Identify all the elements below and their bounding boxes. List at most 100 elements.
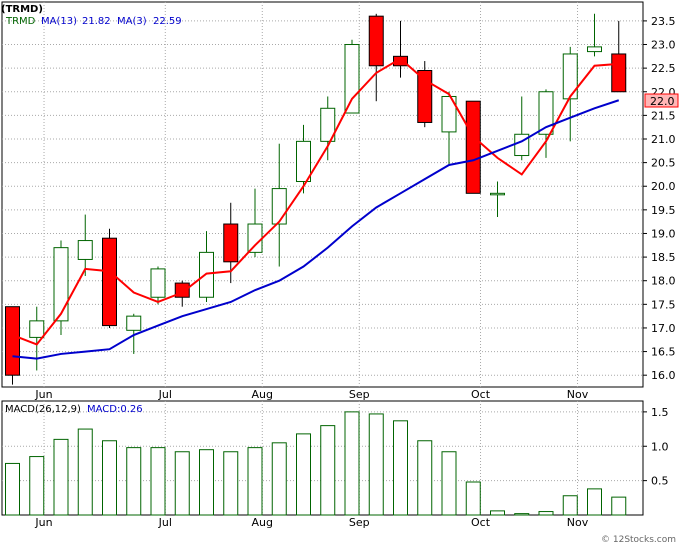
candle-body: [368, 15, 384, 67]
macd-bar: [611, 496, 627, 516]
price-tick-label: 17.5: [651, 298, 676, 311]
macd-bar: [441, 451, 457, 516]
macd-legend-label: MACD(26,12,9): [5, 404, 81, 415]
macd-bar: [587, 488, 602, 516]
x-axis-labels: Jun Jun Jul Jul Aug Aug Sep Sep Oct Oct Nov Nov: [34, 388, 588, 529]
price-month-label: Jul: [158, 388, 172, 401]
price-tick-label: 18.5: [651, 251, 676, 264]
macd-bar: [562, 495, 578, 516]
price-tick-label: 20.0: [651, 180, 676, 193]
candle-body: [320, 107, 336, 142]
price-tick-label: 17.0: [651, 322, 676, 335]
chart-title: (TRMD): [1, 4, 43, 15]
macd-legend-value: MACD:0.26: [87, 404, 143, 415]
macd-month-label: Jul: [158, 516, 172, 529]
price-month-label: Nov: [567, 388, 589, 401]
macd-bar: [102, 440, 117, 516]
macd-bar: [223, 451, 239, 516]
macd-bar: [514, 513, 530, 516]
macd-bar: [296, 433, 311, 516]
macd-bar: [247, 447, 263, 516]
legend-ma3-label: MA(3): [117, 16, 147, 27]
macd-bars: [5, 411, 627, 516]
candle-body: [490, 192, 505, 196]
price-legend: TRMD MA(13) 21.82 MA(3) 22.59: [5, 16, 182, 27]
ma13-line: [12, 99, 620, 360]
price-y-axis: 16.0 16.5 17.0 17.5 18.0 18.5 19.0 19.5 20.0 20.5…: [643, 15, 676, 382]
macd-tick-label: 1.0: [651, 440, 669, 453]
macd-bar: [393, 420, 408, 516]
macd-month-label: Nov: [567, 516, 589, 529]
candle-body: [53, 247, 69, 322]
price-panel-frame: [1, 1, 644, 388]
price-tick-label: 18.0: [651, 275, 676, 288]
candle-body: [562, 53, 578, 100]
price-tick-label: 22.5: [651, 62, 676, 75]
candle-body: [465, 100, 481, 194]
macd-bar: [53, 438, 69, 516]
macd-bar: [5, 462, 20, 516]
legend-ma13-label: MA(13): [41, 16, 77, 27]
legend-ma3-value: 22.59: [153, 16, 182, 27]
price-tick-label: 23.5: [651, 15, 676, 28]
price-tick-label: 23.0: [651, 39, 676, 52]
price-tick-label: 16.0: [651, 369, 676, 382]
macd-bar: [417, 440, 433, 516]
macd-month-label: Aug: [252, 516, 273, 529]
macd-tick-label: 0.5: [651, 475, 669, 488]
legend-ma13-value: 21.82: [82, 16, 111, 27]
macd-bar: [77, 428, 93, 516]
price-month-label: Oct: [471, 388, 491, 401]
macd-month-label: Jun: [34, 516, 52, 529]
macd-bar: [538, 511, 554, 516]
price-tick-label: 16.5: [651, 346, 676, 359]
price-tick-label: 21.0: [651, 133, 676, 146]
macd-legend: MACD(26,12,9) MACD:0.26: [5, 404, 143, 415]
macd-bar: [126, 447, 142, 516]
macd-bar: [174, 451, 190, 516]
macd-bar: [490, 510, 505, 516]
candle-body: [102, 237, 117, 327]
macd-bar: [29, 456, 45, 516]
macd-bar: [344, 411, 360, 516]
candle-body: [223, 223, 239, 263]
price-tick-label: 19.5: [651, 204, 676, 217]
candle-body: [344, 44, 360, 114]
last-price-badge: [644, 93, 679, 108]
price-tick-label: 19.0: [651, 227, 676, 240]
price-month-label: Aug: [252, 388, 273, 401]
ma3-line: [12, 57, 619, 346]
candle-body: [150, 268, 166, 298]
candle-body: [393, 55, 408, 67]
candlesticks: [5, 13, 627, 385]
macd-tick-label: 1.5: [651, 406, 669, 419]
candle-body: [538, 91, 554, 135]
macd-y-axis: 0.5 1.0 1.5: [643, 406, 669, 488]
candle-body: [247, 223, 263, 253]
macd-bar: [271, 442, 287, 516]
macd-bar: [368, 413, 384, 516]
legend-ticker: TRMD: [5, 16, 36, 27]
macd-bar: [199, 449, 214, 516]
candle-body: [611, 53, 627, 93]
candle-body: [587, 46, 602, 53]
price-month-label: Jun: [34, 388, 52, 401]
macd-bar: [320, 425, 336, 516]
price-month-label: Sep: [349, 388, 370, 401]
macd-month-label: Sep: [349, 516, 370, 529]
last-price-label: 22.0: [650, 95, 675, 108]
candle-body: [296, 140, 311, 183]
price-gridlines: [2, 2, 643, 387]
candle-body: [441, 95, 457, 133]
macd-bar: [465, 481, 481, 516]
candle-body: [77, 240, 93, 260]
price-tick-label: 20.5: [651, 157, 676, 170]
macd-bar: [150, 447, 166, 516]
moving-average-lines: [12, 57, 620, 360]
copyright: © 12Stocks.com: [601, 535, 676, 545]
candle-body: [271, 188, 287, 225]
candle-body: [417, 69, 433, 123]
candle-body: [29, 320, 45, 338]
candle-body: [126, 315, 142, 331]
